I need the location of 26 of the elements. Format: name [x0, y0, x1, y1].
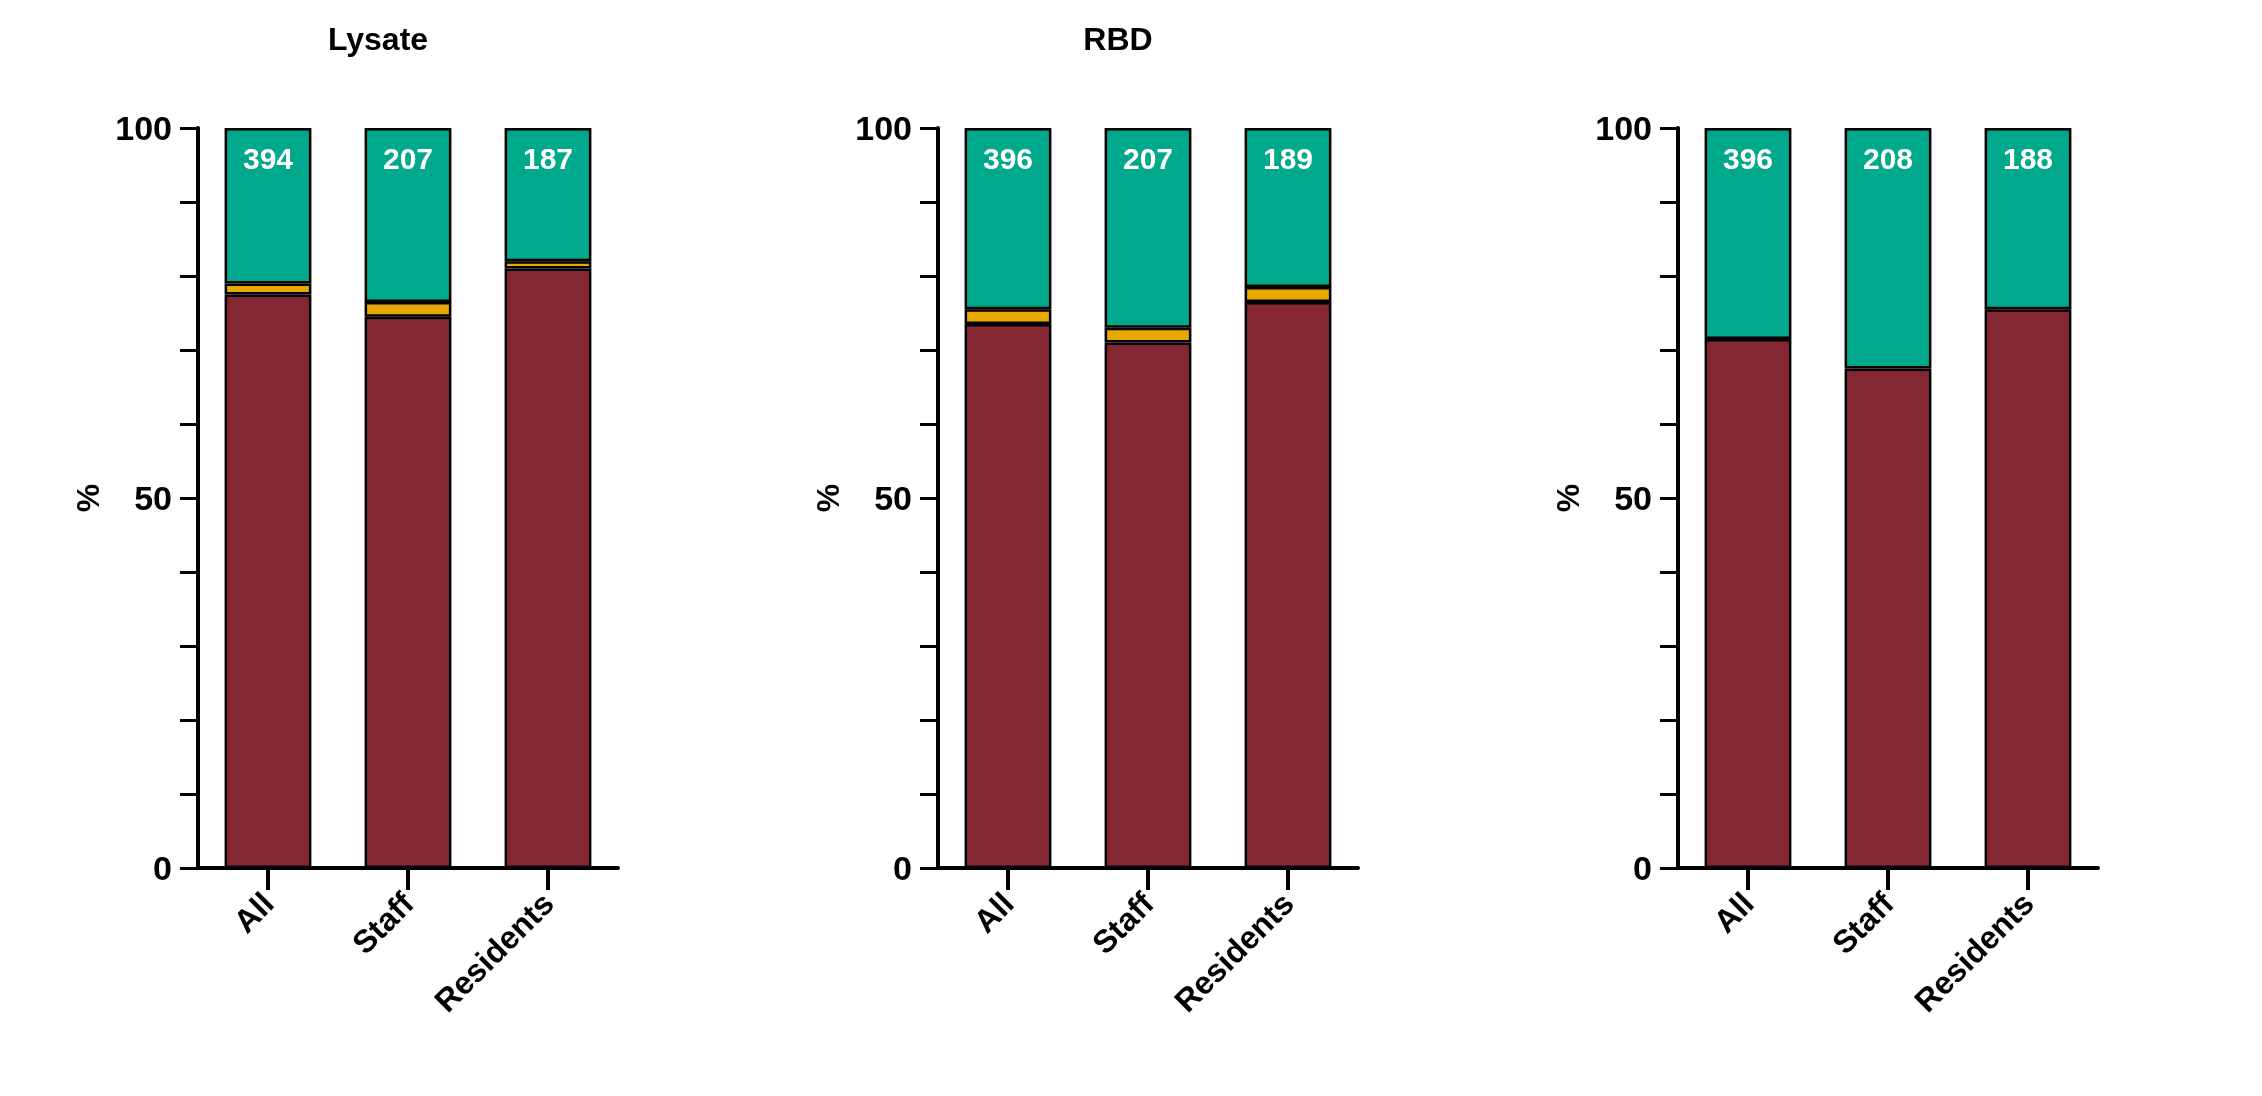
annotation: 394	[242, 141, 294, 175]
y-tick-label: 100	[115, 109, 172, 147]
annotation: 396	[982, 141, 1034, 175]
annotation: 207	[1122, 141, 1174, 175]
y-tick-label: 100	[1595, 109, 1652, 147]
y-tick-label: 50	[874, 479, 912, 517]
chart-title: Lysate	[327, 21, 429, 57]
y-tick-label: 50	[134, 479, 172, 517]
y-axis-title: %	[70, 483, 107, 513]
x-tick-label: All	[966, 885, 1021, 940]
annotation: 189	[1262, 141, 1314, 175]
annotation: 396	[1722, 141, 1774, 175]
x-tick-label: All	[226, 885, 281, 940]
x-tick-label: All	[1706, 885, 1761, 940]
y-tick-label: 0	[153, 849, 172, 887]
y-axis-title: %	[1550, 483, 1587, 513]
annotation: 207	[382, 141, 434, 175]
y-tick-label: 0	[893, 849, 912, 887]
y-tick-label: 100	[855, 109, 912, 147]
y-axis-title: %	[810, 483, 847, 513]
y-tick-label: 0	[1633, 849, 1652, 887]
annotation: 208	[1862, 141, 1914, 175]
chart-title: RBD	[1083, 21, 1153, 57]
annotation: 187	[522, 141, 574, 175]
annotation: 188	[2002, 141, 2054, 175]
y-tick-label: 50	[1614, 479, 1652, 517]
